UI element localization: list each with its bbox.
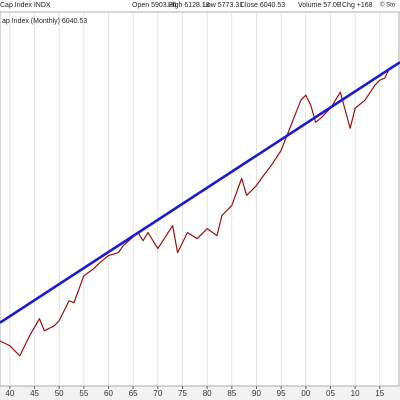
stat: High 6128.18	[168, 2, 210, 9]
legend-label: ap Index (Monthly) 6040.53	[2, 18, 87, 25]
watermark: © Sto	[380, 2, 396, 9]
x-tick-label: 00	[301, 389, 310, 398]
x-tick-label: 90	[252, 389, 261, 398]
stat: Chg +168	[342, 2, 373, 9]
x-tick-label: 15	[375, 389, 384, 398]
x-tick-label: 45	[30, 389, 39, 398]
marks	[0, 61, 400, 357]
x-axis-band	[0, 386, 400, 400]
price-line	[0, 67, 391, 357]
header-bar	[0, 0, 400, 11]
x-tick-label: 65	[129, 389, 138, 398]
trendline	[0, 61, 400, 324]
x-tick-label: 75	[178, 389, 187, 398]
stat: Volume 57.0B	[298, 2, 342, 9]
x-tick-label: 60	[104, 389, 113, 398]
x-tick-label: 85	[227, 389, 236, 398]
stat: Low 5773.31	[203, 2, 243, 9]
stat: Open 5903.26	[132, 2, 176, 9]
x-tick-label: 80	[203, 389, 212, 398]
x-tick-label: 40	[5, 389, 14, 398]
x-tick-label: 05	[326, 389, 335, 398]
legend: ap Index (Monthly) 6040.53	[2, 18, 87, 25]
plot-area	[0, 11, 400, 387]
x-tick-label: 95	[277, 389, 286, 398]
x-tick-label: 70	[153, 389, 162, 398]
stat: Close 6040.53	[240, 2, 285, 9]
chart-title: Cap Index INDX	[0, 2, 51, 9]
x-tick-label: 10	[351, 389, 360, 398]
x-tick-label: 55	[79, 389, 88, 398]
x-tick-label: 50	[55, 389, 64, 398]
